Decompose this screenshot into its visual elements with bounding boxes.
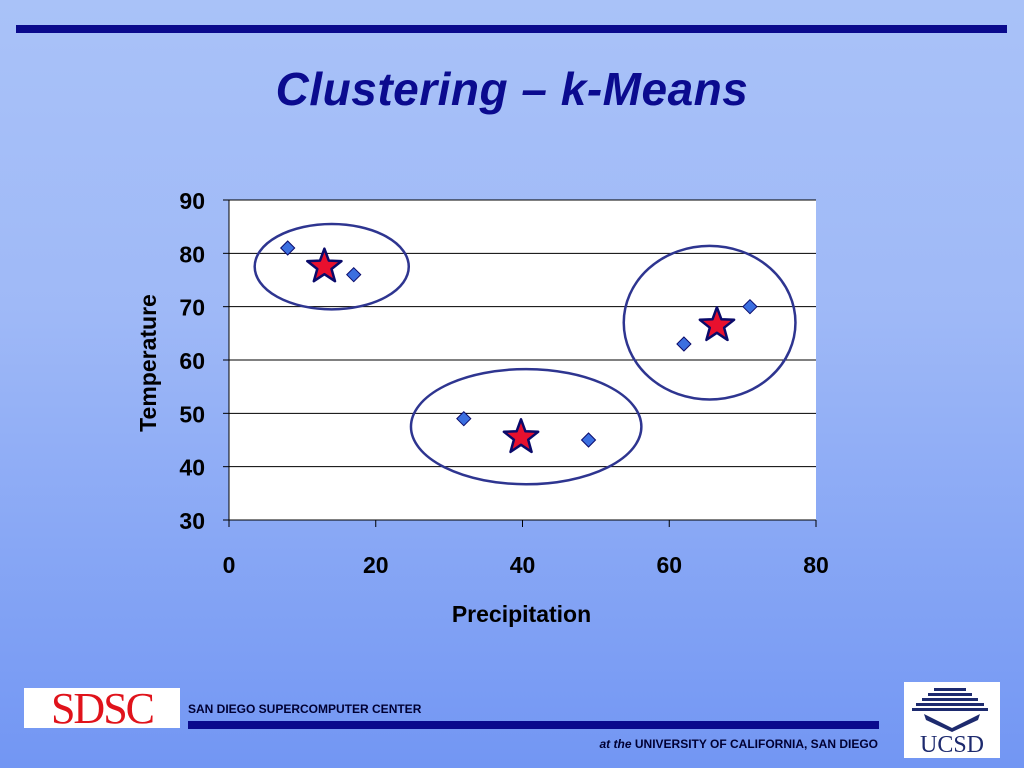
y-tick-label: 90: [179, 188, 205, 214]
data-point: [742, 298, 758, 315]
x-tick-label: 0: [223, 552, 236, 578]
sdsc-logo: SDSC: [24, 688, 180, 728]
ucsd-logo-text: UCSD: [920, 732, 984, 758]
data-point: [346, 266, 362, 283]
cluster-ellipse: [409, 367, 643, 486]
university-line: at the UNIVERSITY OF CALIFORNIA, SAN DIE…: [600, 737, 879, 751]
y-tick-label: 40: [179, 455, 205, 481]
cluster-ellipse: [253, 222, 411, 311]
x-tick-label: 20: [363, 552, 389, 578]
at-the-text: at the: [599, 737, 632, 751]
ucsd-logo: UCSD: [904, 682, 1000, 758]
ucsd-seal-icon: UCSD: [912, 688, 988, 758]
data-point: [676, 336, 692, 352]
centroid-star: [502, 418, 540, 454]
top-rule: [16, 25, 1007, 33]
sdsc-logo-text: SDSC: [50, 688, 155, 728]
x-tick-label: 60: [656, 552, 682, 578]
y-tick-label: 30: [179, 508, 205, 534]
centroid-star: [306, 247, 343, 283]
y-tick-label: 50: [179, 401, 205, 427]
y-tick-label: 70: [179, 295, 205, 321]
cluster-ellipse: [622, 244, 797, 401]
footer-rule: [188, 721, 879, 729]
y-tick-label: 60: [179, 348, 205, 374]
x-axis-title: Precipitation: [452, 601, 591, 627]
y-axis-title: Temperature: [135, 294, 161, 432]
data-point: [279, 240, 296, 256]
data-point: [456, 410, 472, 427]
center-name: SAN DIEGO SUPERCOMPUTER CENTER: [188, 702, 422, 716]
x-tick-label: 80: [803, 552, 829, 578]
data-point: [580, 432, 597, 448]
university-name: UNIVERSITY OF CALIFORNIA, SAN DIEGO: [634, 737, 878, 751]
y-tick-label: 80: [179, 241, 205, 267]
centroid-star: [698, 306, 736, 342]
x-tick-label: 40: [510, 552, 536, 578]
slide-title: Clustering – k-Means: [275, 63, 749, 115]
